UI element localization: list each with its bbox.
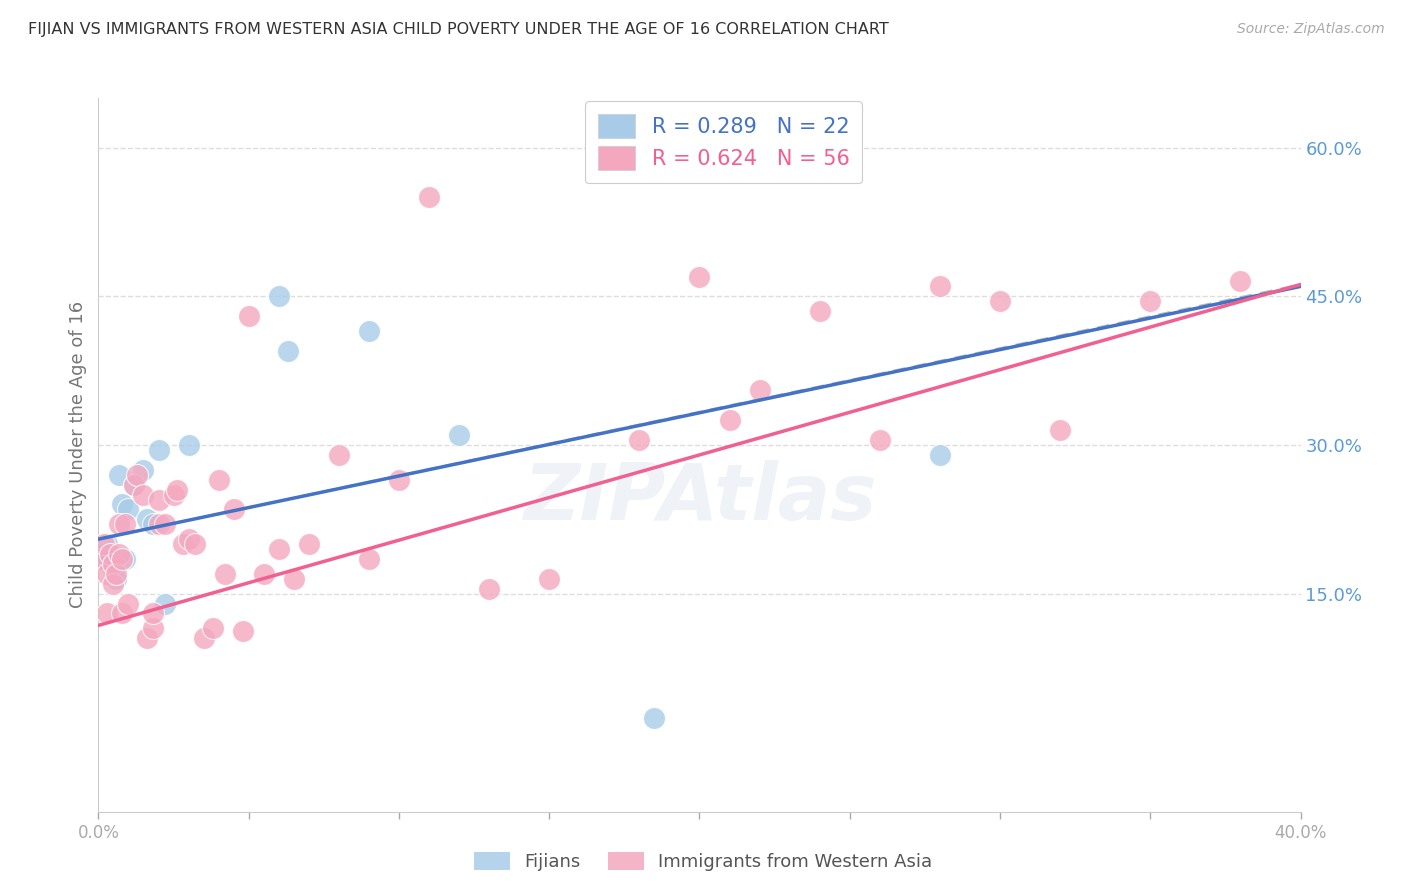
Point bbox=[135, 512, 157, 526]
Point bbox=[689, 269, 711, 284]
Point bbox=[988, 294, 1011, 309]
Point bbox=[1229, 275, 1251, 289]
Point bbox=[124, 477, 146, 491]
Point bbox=[124, 477, 146, 491]
Text: Source: ZipAtlas.com: Source: ZipAtlas.com bbox=[1237, 22, 1385, 37]
Legend: Fijians, Immigrants from Western Asia: Fijians, Immigrants from Western Asia bbox=[467, 845, 939, 879]
Point bbox=[96, 566, 118, 581]
Point bbox=[90, 552, 112, 566]
Point bbox=[114, 552, 136, 566]
Point bbox=[141, 607, 163, 621]
Point bbox=[132, 487, 155, 501]
Point bbox=[869, 433, 891, 447]
Point bbox=[153, 517, 176, 532]
Point bbox=[808, 304, 831, 318]
Point bbox=[153, 597, 176, 611]
Point bbox=[298, 537, 321, 551]
Point bbox=[108, 517, 131, 532]
Point bbox=[447, 428, 470, 442]
Point bbox=[201, 621, 224, 635]
Point bbox=[177, 438, 200, 452]
Point bbox=[141, 621, 163, 635]
Point bbox=[111, 498, 134, 512]
Point bbox=[238, 309, 260, 323]
Point bbox=[148, 492, 170, 507]
Point bbox=[929, 279, 952, 293]
Y-axis label: Child Poverty Under the Age of 16: Child Poverty Under the Age of 16 bbox=[69, 301, 87, 608]
Point bbox=[117, 597, 139, 611]
Point bbox=[232, 624, 254, 639]
Point bbox=[388, 473, 411, 487]
Point bbox=[357, 324, 380, 338]
Legend: R = 0.289   N = 22, R = 0.624   N = 56: R = 0.289 N = 22, R = 0.624 N = 56 bbox=[585, 102, 862, 183]
Point bbox=[103, 576, 125, 591]
Point bbox=[478, 582, 501, 596]
Point bbox=[1139, 294, 1161, 309]
Text: FIJIAN VS IMMIGRANTS FROM WESTERN ASIA CHILD POVERTY UNDER THE AGE OF 16 CORRELA: FIJIAN VS IMMIGRANTS FROM WESTERN ASIA C… bbox=[28, 22, 889, 37]
Point bbox=[214, 566, 236, 581]
Point bbox=[117, 502, 139, 516]
Point bbox=[357, 552, 380, 566]
Point bbox=[718, 413, 741, 427]
Point bbox=[643, 710, 665, 724]
Point bbox=[267, 542, 290, 557]
Point bbox=[177, 532, 200, 546]
Point bbox=[193, 632, 215, 646]
Point bbox=[96, 607, 118, 621]
Point bbox=[93, 537, 115, 551]
Point bbox=[328, 448, 350, 462]
Point bbox=[538, 572, 561, 586]
Point bbox=[277, 343, 299, 358]
Point bbox=[111, 552, 134, 566]
Point bbox=[222, 502, 245, 516]
Point bbox=[172, 537, 194, 551]
Point bbox=[105, 566, 128, 581]
Point bbox=[418, 190, 440, 204]
Point bbox=[283, 572, 305, 586]
Point bbox=[148, 517, 170, 532]
Point bbox=[929, 448, 952, 462]
Point bbox=[253, 566, 276, 581]
Point bbox=[111, 607, 134, 621]
Point bbox=[267, 289, 290, 303]
Point bbox=[208, 473, 231, 487]
Point bbox=[148, 442, 170, 457]
Point bbox=[108, 547, 131, 561]
Point bbox=[135, 632, 157, 646]
Point bbox=[108, 467, 131, 482]
Point bbox=[96, 537, 118, 551]
Text: ZIPAtlas: ZIPAtlas bbox=[523, 459, 876, 536]
Point bbox=[183, 537, 205, 551]
Point bbox=[100, 547, 122, 561]
Point bbox=[127, 467, 149, 482]
Point bbox=[103, 562, 125, 576]
Point bbox=[103, 557, 125, 571]
Point bbox=[141, 517, 163, 532]
Point bbox=[628, 433, 651, 447]
Point bbox=[162, 487, 184, 501]
Point bbox=[166, 483, 188, 497]
Point bbox=[1049, 423, 1071, 437]
Point bbox=[114, 517, 136, 532]
Point bbox=[93, 547, 115, 561]
Point bbox=[748, 384, 770, 398]
Point bbox=[90, 552, 112, 566]
Point bbox=[132, 463, 155, 477]
Point bbox=[105, 572, 128, 586]
